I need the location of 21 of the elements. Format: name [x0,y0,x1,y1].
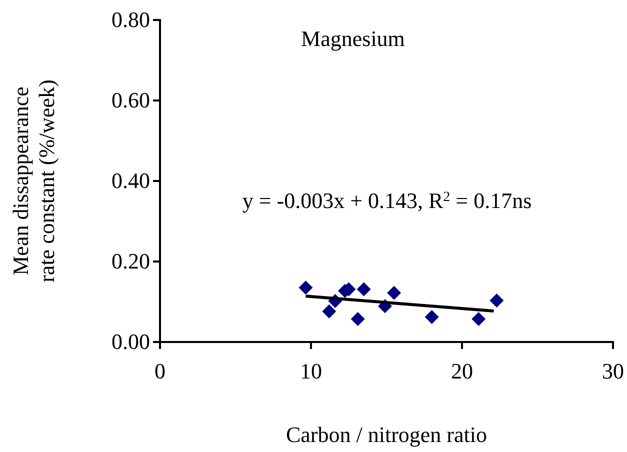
x-tick-label: 30 [602,358,624,384]
point [472,312,486,326]
x-tick-label: 10 [300,358,322,384]
x-tick-label: 20 [451,358,473,384]
y-tick-label: 0.40 [112,168,150,194]
point [298,280,313,295]
point [322,304,336,318]
y-tick-label: 0.80 [112,7,150,32]
y-axis-title: Mean dissappearance rate constant (%/week) [8,80,59,282]
y-tick-label: 0.20 [112,248,150,274]
point [490,294,504,308]
point [350,312,365,326]
annotation: Magnesium [301,26,405,51]
y-tick-label: 0.60 [112,88,150,113]
annotation: y = -0.003x + 0.143, R$^{2}$ = 0.17ns [242,188,532,213]
y-tick-label: 0.00 [112,329,150,354]
point [387,286,402,300]
x-tick-label: 0 [154,358,166,384]
point [424,310,439,324]
point [356,282,371,296]
x-axis-title: Carbon / nitrogen ratio [286,422,488,447]
